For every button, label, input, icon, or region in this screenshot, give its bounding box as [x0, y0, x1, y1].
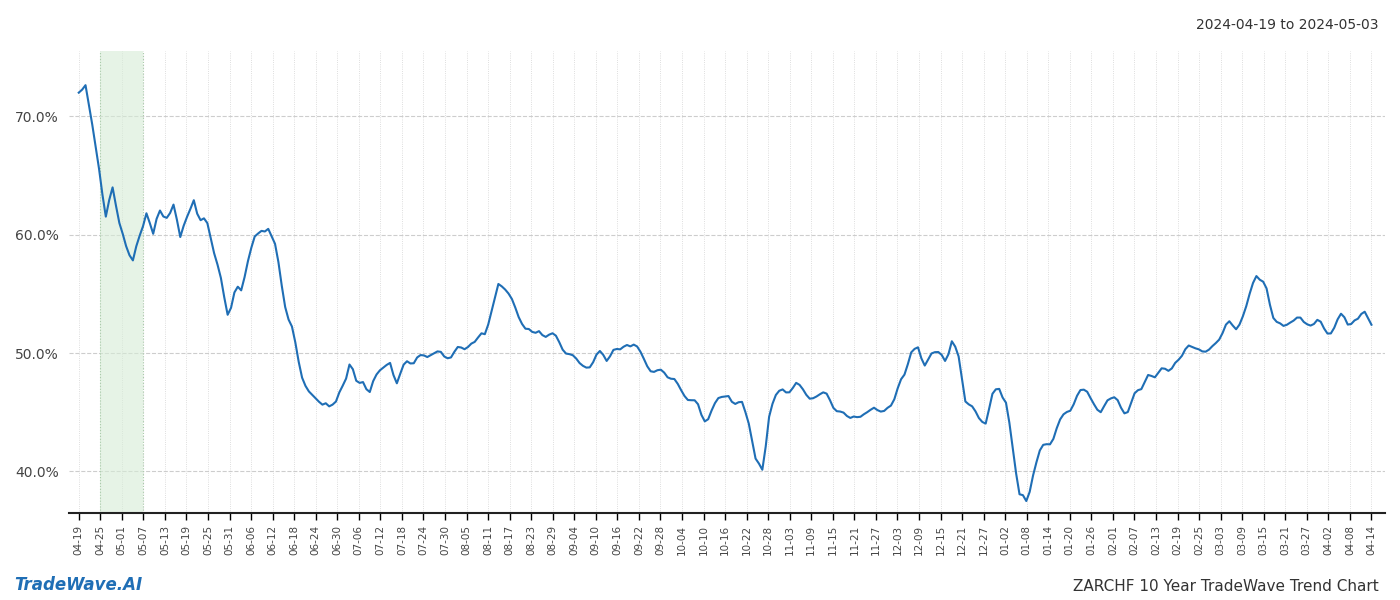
Bar [101, 51, 143, 513]
Text: ZARCHF 10 Year TradeWave Trend Chart: ZARCHF 10 Year TradeWave Trend Chart [1074, 579, 1379, 594]
Text: TradeWave.AI: TradeWave.AI [14, 576, 143, 594]
Text: 2024-04-19 to 2024-05-03: 2024-04-19 to 2024-05-03 [1197, 18, 1379, 32]
